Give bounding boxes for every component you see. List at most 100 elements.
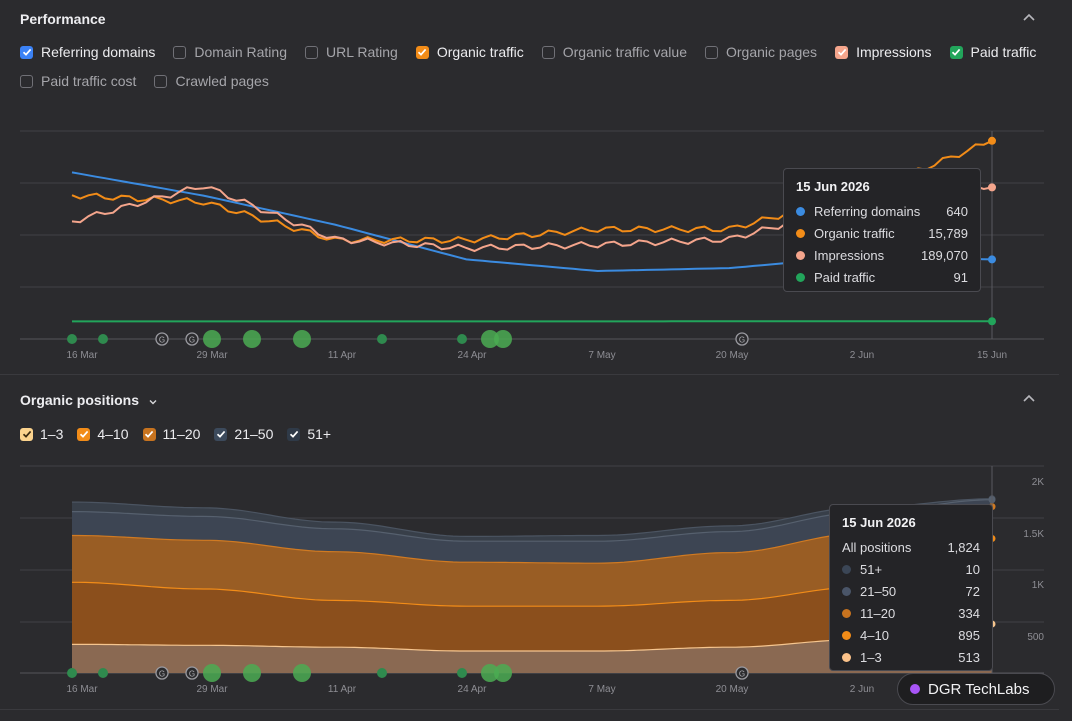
chevron-up-icon[interactable] — [1023, 393, 1035, 405]
event-marker-large — [203, 664, 221, 682]
series-dot-icon — [842, 652, 851, 662]
checkbox-unchecked-icon[interactable] — [305, 45, 318, 59]
chevron-up-icon[interactable] — [1023, 12, 1035, 24]
checkbox-checked-icon[interactable] — [415, 45, 429, 59]
checkbox-label: Crawled pages — [175, 73, 269, 89]
checkbox-unchecked-icon[interactable] — [173, 45, 187, 59]
checkbox-unchecked-icon[interactable] — [541, 45, 555, 59]
event-marker — [67, 668, 77, 678]
tooltip-series-value: 189,070 — [921, 247, 968, 263]
checkbox-unchecked-icon[interactable] — [20, 74, 33, 88]
series-dot-icon — [842, 564, 851, 574]
tooltip-series-label: Organic traffic — [814, 225, 895, 241]
series-dot-icon — [842, 630, 851, 640]
series-end-point — [988, 183, 996, 192]
purple-dot-icon — [910, 684, 920, 694]
tooltip-series-name: 1–3 — [842, 650, 882, 665]
tooltip-row: 21–50 72 — [842, 580, 980, 602]
metric-checkbox-domain-rating[interactable]: Domain Rating — [173, 44, 287, 60]
metric-checkbox-organic-traffic-value[interactable]: Organic traffic value — [541, 44, 687, 60]
checkbox-checked-icon[interactable] — [77, 427, 91, 441]
position-checkbox-21-50[interactable]: 21–50 — [214, 426, 273, 442]
x-tick-label: 24 Apr — [458, 350, 488, 361]
checkbox-label: Domain Rating — [194, 44, 287, 60]
position-checkbox-4-10[interactable]: 4–10 — [77, 426, 129, 442]
series-dot-icon — [842, 608, 851, 618]
google-update-icon — [185, 666, 199, 680]
event-marker — [98, 668, 108, 678]
tooltip-series-value: 334 — [958, 605, 980, 621]
tooltip-series-name: 21–50 — [842, 584, 896, 599]
organic-positions-title[interactable]: Organic positions — [20, 392, 157, 408]
checkbox-checked-icon[interactable] — [20, 427, 33, 441]
checkbox-unchecked-icon[interactable] — [154, 74, 168, 88]
y-tick-label: 1K — [1032, 580, 1045, 591]
google-update-icon — [735, 666, 749, 680]
checkbox-label: Organic traffic value — [562, 44, 687, 60]
event-marker-large — [494, 664, 512, 682]
tooltip-series-label: Referring domains — [814, 203, 921, 219]
metric-checkbox-organic-pages[interactable]: Organic pages — [705, 44, 817, 60]
positions-toggles: 1–3 4–10 11–20 21–50 51+ — [20, 426, 345, 442]
checkbox-label: 11–20 — [162, 426, 201, 442]
tooltip-series-label: Paid traffic — [814, 269, 876, 285]
tooltip-series-label: Impressions — [814, 247, 885, 263]
checkbox-checked-icon[interactable] — [142, 427, 156, 441]
tooltip-series-label: 51+ — [860, 561, 883, 577]
event-marker — [98, 334, 108, 344]
tooltip-series-name: 4–10 — [842, 628, 889, 643]
position-checkbox-51-[interactable]: 51+ — [287, 426, 331, 442]
metric-checkbox-referring-domains[interactable]: Referring domains — [20, 44, 155, 60]
google-update-icon: G — [159, 670, 165, 679]
event-marker-large — [481, 664, 499, 682]
tooltip-series-value: 10 — [965, 561, 980, 577]
google-update-icon: G — [189, 336, 195, 345]
series-dot-icon — [842, 586, 851, 596]
x-tick-label: 24 Apr — [458, 684, 488, 695]
metric-checkbox-paid-traffic-cost[interactable]: Paid traffic cost — [20, 73, 136, 89]
tooltip-row: 4–10 895 — [842, 624, 980, 646]
google-update-icon — [155, 332, 169, 346]
tooltip-row: Organic traffic 15,789 — [796, 222, 968, 244]
x-tick-label: 15 Jun — [977, 350, 1007, 361]
tooltip-series-label: 4–10 — [860, 627, 889, 643]
checkbox-unchecked-icon[interactable] — [705, 45, 718, 59]
tooltip-total-label: All positions — [842, 539, 912, 555]
checkbox-label: Organic traffic — [436, 44, 524, 60]
tooltip-row: 1–3 513 — [842, 646, 980, 668]
checkbox-checked-icon[interactable] — [20, 45, 33, 59]
position-checkbox-11-20[interactable]: 11–20 — [142, 426, 201, 442]
checkbox-checked-icon[interactable] — [287, 427, 301, 441]
checkbox-checked-icon[interactable] — [949, 45, 963, 59]
chevron-down-icon[interactable] — [149, 399, 157, 405]
checkbox-checked-icon[interactable] — [835, 45, 849, 59]
checkbox-checked-icon[interactable] — [214, 427, 228, 441]
position-checkbox-1-3[interactable]: 1–3 — [20, 426, 63, 442]
performance-metric-toggles: Referring domains Domain Rating URL Rating… — [20, 44, 1054, 60]
tooltip-series-value: 640 — [946, 203, 968, 219]
dgr-techlabs-badge[interactable]: DGR TechLabs — [897, 673, 1055, 705]
event-marker-large — [481, 330, 499, 348]
metric-checkbox-url-rating[interactable]: URL Rating — [305, 44, 398, 60]
x-tick-label: 7 May — [588, 684, 615, 695]
event-marker — [457, 334, 467, 344]
x-tick-label: 11 Apr — [328, 350, 357, 361]
metric-checkbox-crawled-pages[interactable]: Crawled pages — [154, 73, 269, 89]
metric-checkbox-organic-traffic[interactable]: Organic traffic — [415, 44, 524, 60]
series-dot-icon — [796, 206, 805, 216]
series-end-point — [988, 136, 996, 145]
metric-checkbox-paid-traffic[interactable]: Paid traffic — [949, 44, 1036, 60]
event-marker — [67, 334, 77, 344]
checkbox-label: 4–10 — [97, 426, 129, 442]
x-tick-label: 2 Jun — [850, 350, 874, 361]
google-update-icon — [735, 332, 749, 346]
tooltip-series-value: 513 — [958, 649, 980, 665]
x-tick-label: 7 May — [588, 350, 615, 361]
event-marker — [377, 334, 387, 344]
google-update-icon: G — [159, 336, 165, 345]
tooltip-series-name: 51+ — [842, 562, 882, 577]
series-dot-icon — [796, 250, 805, 260]
metric-checkbox-impressions[interactable]: Impressions — [835, 44, 932, 60]
tooltip-row: Impressions 189,070 — [796, 244, 968, 266]
tooltip-date: 15 Jun 2026 — [796, 179, 870, 194]
